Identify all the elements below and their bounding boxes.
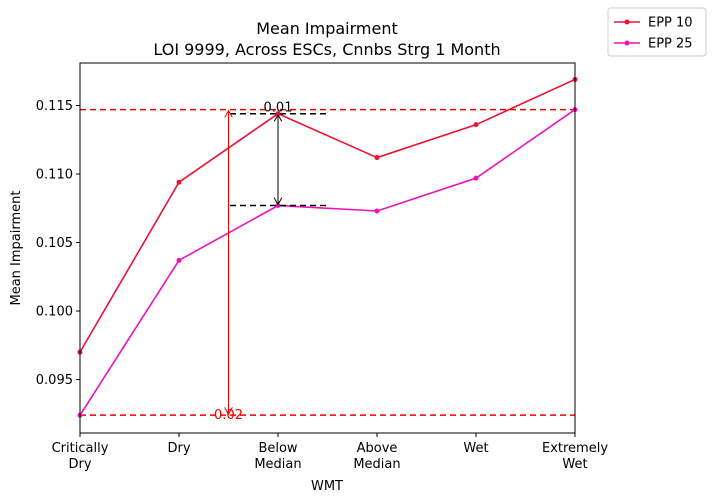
- x-tick-label: Below: [258, 441, 297, 456]
- data-point: [176, 179, 182, 185]
- data-point: [473, 122, 479, 128]
- x-tick-label: Above: [357, 441, 398, 456]
- y-tick-label: 0.100: [36, 305, 73, 320]
- y-axis-label: Mean Impairment: [9, 191, 24, 306]
- legend-label: EPP 10: [648, 16, 693, 31]
- x-tick-label: Dry: [68, 457, 91, 472]
- legend-box: [607, 7, 707, 57]
- annotation-label: 0.01: [264, 101, 293, 116]
- plot-frame: [79, 62, 576, 434]
- x-tick-label: Extremely: [542, 441, 608, 456]
- data-point: [473, 175, 479, 181]
- chart-title: Mean Impairment: [256, 19, 398, 38]
- y-tick-label: 0.110: [36, 168, 73, 183]
- x-tick-label: Dry: [167, 441, 190, 456]
- data-point: [374, 155, 380, 161]
- data-point: [176, 257, 182, 263]
- legend-label: EPP 25: [648, 37, 693, 52]
- y-tick-label: 0.095: [36, 373, 73, 388]
- y-tick-label: 0.105: [36, 236, 73, 251]
- legend-marker: [624, 19, 630, 25]
- chart-subtitle: LOI 9999, Across ESCs, Cnnbs Strg 1 Mont…: [153, 40, 500, 59]
- y-axis: 0.095 0.100 0.105 0.110 0.115: [36, 99, 80, 388]
- legend-marker: [624, 40, 630, 46]
- data-point: [374, 208, 380, 214]
- series-line-1: [79, 78, 576, 353]
- series-line-2: [79, 108, 576, 416]
- x-tick-label: Median: [353, 457, 400, 472]
- x-tick-label: Median: [254, 457, 301, 472]
- y-tick-label: 0.115: [36, 99, 73, 114]
- x-axis-label: WMT: [311, 479, 343, 494]
- legend: EPP 10 EPP 25: [607, 7, 707, 57]
- annotation-label: 0.02: [214, 408, 243, 423]
- x-tick-label: Critically: [52, 441, 109, 456]
- x-tick-label: Wet: [562, 457, 587, 472]
- x-tick-label: Wet: [463, 441, 488, 456]
